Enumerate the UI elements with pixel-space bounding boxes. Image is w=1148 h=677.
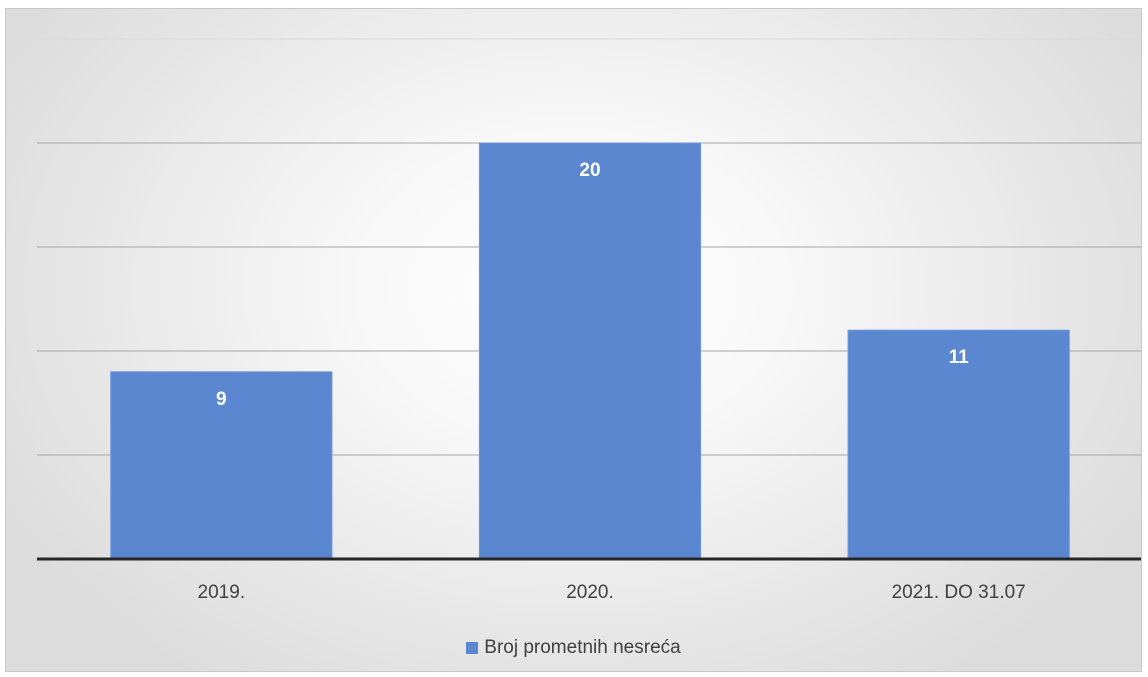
bar-2020 — [478, 142, 702, 560]
x-axis: 2019. 2020. 2021. DO 31.07 — [37, 557, 1141, 603]
x-tick-label: 2020. — [566, 582, 614, 603]
legend: Broj prometnih nesreća — [6, 637, 1141, 659]
chart-container: 9 20 11 2019. 2020. 2021. DO 31.07 Broj prom… — [5, 8, 1142, 672]
data-label: 20 — [579, 160, 600, 181]
legend-label: Broj prometnih nesreća — [484, 637, 681, 658]
x-tick-label: 2019. — [198, 582, 246, 603]
x-tick-label: 2021. DO 31.07 — [892, 582, 1026, 603]
legend-swatch — [466, 642, 479, 654]
bar-2019 — [110, 371, 333, 560]
bar-2021-do-31-07 — [847, 329, 1070, 560]
data-label: 9 — [216, 389, 227, 410]
bars — [110, 142, 1070, 560]
bar-chart: 9 20 11 2019. 2020. 2021. DO 31.07 — [37, 38, 1141, 603]
data-label: 11 — [949, 347, 970, 368]
data-labels: 9 20 11 — [216, 160, 969, 410]
